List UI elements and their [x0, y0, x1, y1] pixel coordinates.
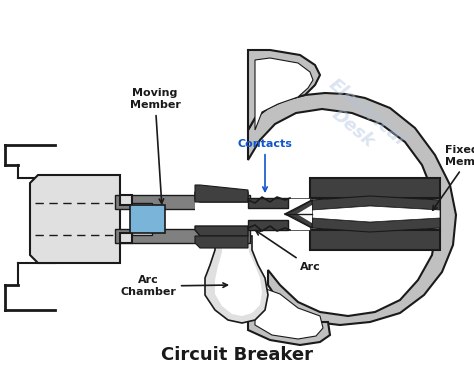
Text: Moving
Member: Moving Member	[129, 89, 181, 203]
Bar	[120, 195, 132, 205]
Text: Fixed
Member: Fixed Member	[433, 145, 474, 210]
Bar	[115, 195, 250, 209]
Bar	[132, 203, 152, 211]
Polygon shape	[297, 205, 312, 223]
Polygon shape	[195, 192, 248, 202]
Polygon shape	[285, 200, 312, 228]
Bar	[120, 233, 132, 243]
Polygon shape	[30, 175, 120, 263]
Text: Arc: Arc	[256, 231, 320, 272]
Bar	[310, 198, 440, 230]
Bar	[130, 205, 165, 233]
Text: Contacts: Contacts	[237, 139, 292, 192]
Bar	[195, 202, 250, 226]
Polygon shape	[205, 236, 268, 323]
Polygon shape	[255, 285, 323, 339]
Bar	[248, 220, 288, 230]
Text: Arc
Chamber: Arc Chamber	[120, 275, 228, 297]
Polygon shape	[215, 236, 262, 316]
Bar	[310, 178, 440, 198]
Polygon shape	[195, 226, 248, 236]
Polygon shape	[195, 185, 248, 202]
Polygon shape	[312, 218, 440, 232]
Text: Circuit Breaker: Circuit Breaker	[161, 346, 313, 364]
Polygon shape	[248, 50, 320, 130]
Polygon shape	[312, 206, 440, 222]
Bar	[248, 198, 288, 208]
Bar	[248, 198, 310, 230]
Polygon shape	[255, 58, 313, 130]
Polygon shape	[248, 285, 330, 345]
Bar	[310, 230, 440, 250]
Polygon shape	[312, 196, 440, 210]
Bar	[115, 229, 250, 243]
Text: Electrical
Desk: Electrical Desk	[311, 75, 409, 165]
Polygon shape	[195, 236, 248, 248]
Bar	[248, 208, 310, 220]
Bar	[132, 227, 152, 235]
Polygon shape	[248, 93, 456, 325]
